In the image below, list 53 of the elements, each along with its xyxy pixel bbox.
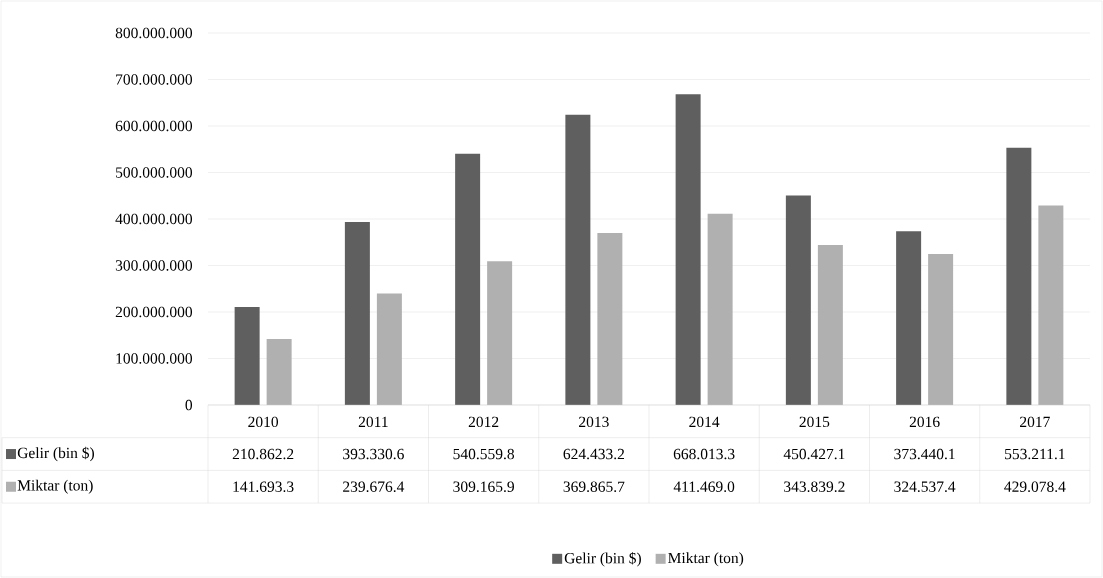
y-tick-label: 400.000.000 [115, 213, 193, 225]
x-tick-label: 2017 [1020, 416, 1050, 428]
bar [928, 254, 954, 405]
y-tick-label: 500.000.000 [116, 167, 193, 178]
x-tick-label: 2015 [799, 416, 830, 428]
bar [896, 231, 922, 405]
bar [1038, 205, 1064, 405]
y-tick-label: 800.000.000 [115, 27, 193, 39]
data-label: 411.469.0 [673, 481, 735, 492]
data-label: 429.078.4 [1004, 481, 1066, 492]
bar [817, 245, 843, 405]
y-tick-label: 700.000.000 [116, 74, 193, 85]
bar [565, 114, 591, 405]
x-tick-label: 2011 [358, 416, 388, 428]
data-label: 141.693.3 [233, 481, 294, 492]
bar [785, 195, 811, 405]
data-label: 450.427.1 [783, 448, 845, 460]
y-tick-label: 100.000.000 [116, 353, 193, 364]
data-label: 393.330.6 [343, 448, 404, 460]
x-tick-label: 2010 [248, 416, 279, 428]
bar [597, 233, 623, 405]
data-label: 324.537.4 [894, 481, 956, 492]
text: Gelir (bin $) [564, 552, 641, 567]
text: Miktar (ton) [17, 479, 93, 494]
y-tick-label: 300.000.000 [115, 260, 193, 271]
legend-label: Gelir (bin $) [17, 446, 94, 462]
data-label: 343.839.2 [784, 481, 845, 492]
bar [376, 293, 402, 405]
bar [234, 306, 260, 405]
bar [1006, 147, 1032, 405]
y-tick-label: 200.000.000 [115, 306, 193, 318]
data-label: 239.676.4 [343, 481, 405, 492]
bar [266, 339, 292, 405]
legend-label: Miktar (ton) [668, 552, 744, 567]
data-label: 668.013.3 [673, 448, 735, 460]
data-label: 210.862.2 [232, 448, 294, 460]
data-label: 624.433.2 [563, 448, 625, 460]
y-tick-label: 600.000.000 [115, 120, 193, 132]
data-label: 553.211.1 [1005, 448, 1065, 460]
data-label: 373.440.1 [894, 448, 955, 460]
bar [707, 213, 733, 405]
bar [344, 222, 370, 405]
y-tick-label: 0 [185, 399, 193, 411]
x-tick-label: 2012 [468, 416, 499, 428]
bar [487, 261, 513, 405]
x-tick-label: 2016 [909, 416, 940, 428]
x-tick-label: 2013 [579, 416, 609, 428]
data-label: 369.865.7 [563, 481, 625, 492]
x-tick-label: 2014 [689, 416, 720, 428]
bar [455, 153, 481, 405]
data-label: 309.165.9 [453, 481, 514, 492]
data-label: 540.559.8 [453, 448, 515, 460]
bar [675, 94, 701, 405]
